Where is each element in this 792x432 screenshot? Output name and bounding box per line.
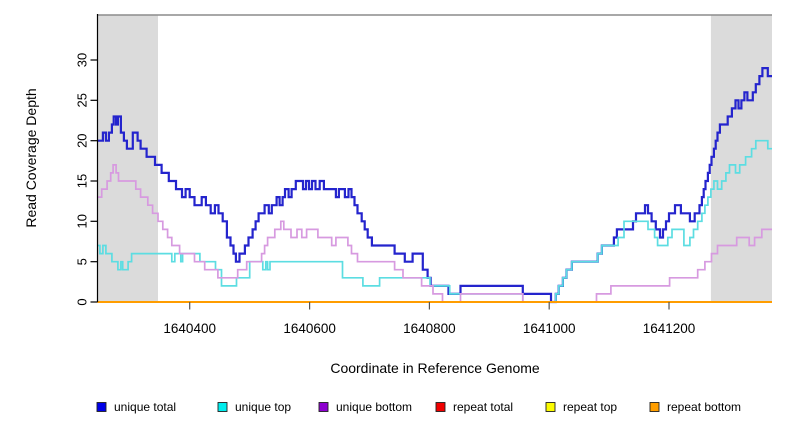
legend-swatch — [318, 402, 329, 412]
y-tick-label: 25 — [75, 93, 90, 107]
x-tick-label: 1640400 — [163, 321, 216, 336]
x-axis-title: Coordinate in Reference Genome — [330, 360, 540, 376]
legend-label: unique top — [235, 400, 291, 414]
y-tick-label: 5 — [75, 258, 90, 265]
x-tick-label: 1641200 — [643, 321, 696, 336]
legend-item-repeat-total: repeat total — [435, 400, 513, 414]
legend-swatch — [217, 402, 228, 412]
series-unique-bottom — [97, 164, 772, 303]
shaded-region-1 — [710, 15, 772, 302]
legend-item-repeat-top: repeat top — [545, 400, 617, 414]
legend-label: unique bottom — [336, 400, 412, 414]
legend-swatch — [545, 402, 556, 412]
y-tick-label: 15 — [75, 174, 90, 188]
legend-label: repeat total — [453, 400, 513, 414]
x-tick-label: 1641000 — [523, 321, 576, 336]
legend-label: unique total — [114, 400, 176, 414]
legend-swatch — [96, 402, 107, 412]
y-tick-label: 10 — [75, 214, 90, 228]
x-tick-label: 1640800 — [403, 321, 456, 336]
legend-label: repeat top — [563, 400, 617, 414]
series-unique-total — [97, 67, 772, 304]
legend-item-unique-total: unique total — [96, 400, 176, 414]
series-unique-top — [97, 139, 772, 303]
legend-item-unique-top: unique top — [217, 400, 291, 414]
y-axis-title: Read Coverage Depth — [23, 88, 39, 228]
y-tick-label: 0 — [75, 298, 90, 305]
legend-item-repeat-bottom: repeat bottom — [649, 400, 741, 414]
legend-swatch — [649, 402, 660, 412]
x-tick-label: 1640600 — [283, 321, 336, 336]
shaded-region-0 — [97, 15, 158, 302]
y-tick-label: 20 — [75, 133, 90, 147]
legend-item-unique-bottom: unique bottom — [318, 400, 412, 414]
y-tick-label: 30 — [75, 53, 90, 67]
legend-swatch — [435, 402, 446, 412]
legend-label: repeat bottom — [667, 400, 741, 414]
